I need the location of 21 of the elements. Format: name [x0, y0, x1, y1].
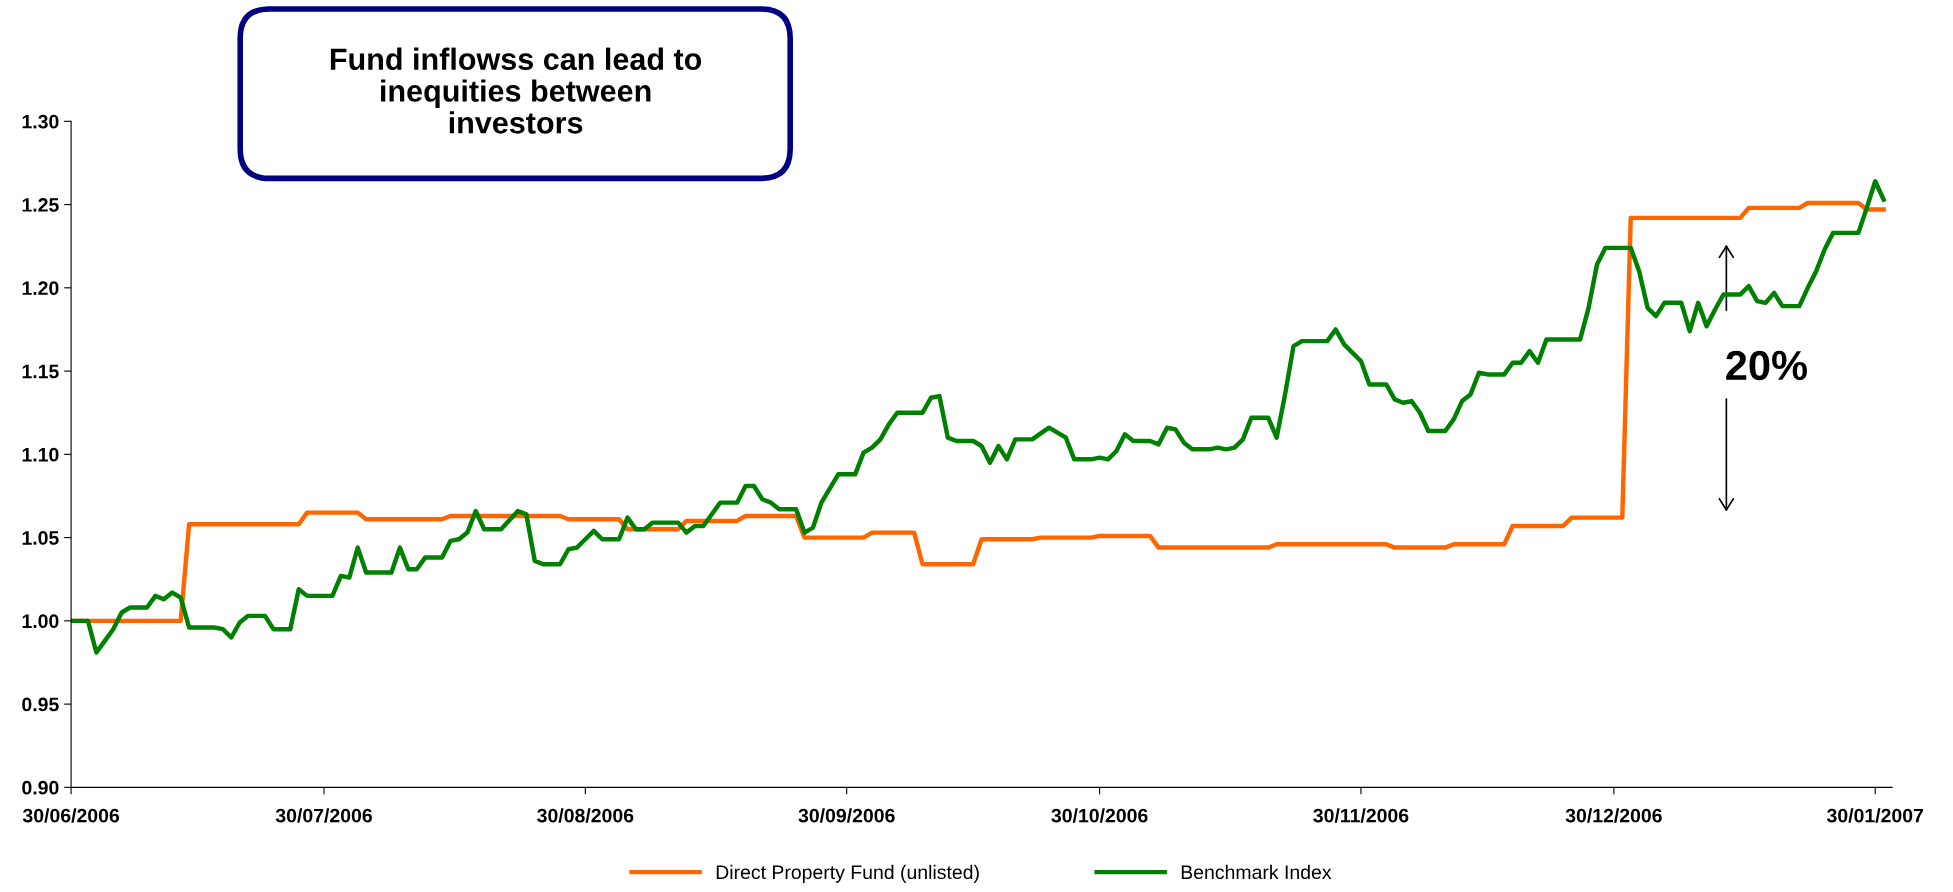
y-tick-label: 0.95	[22, 697, 59, 712]
y-tick-label: 1.15	[22, 364, 59, 379]
y-tick-label: 1.10	[22, 447, 59, 462]
chart-title: Fund inflowss can lead to inequities between investors	[330, 47, 702, 134]
y-tick-label: 1.20	[22, 281, 59, 296]
x-tick-label: 30/12/2006	[1565, 808, 1662, 823]
y-tick-label: 1.00	[22, 614, 59, 629]
x-tick-label: 30/11/2006	[1313, 808, 1409, 823]
legend-label: Direct Property Fund (unlisted)	[716, 864, 979, 883]
x-tick-label: 30/01/2007	[1827, 808, 1924, 823]
legend-label: Benchmark Index	[1181, 864, 1332, 880]
x-tick-label: 30/07/2006	[275, 808, 372, 823]
annotation: 20%	[1726, 350, 1808, 381]
y-tick-label: 0.90	[22, 780, 59, 795]
y-tick-label: 1.30	[22, 114, 59, 129]
x-tick-label: 30/08/2006	[537, 808, 634, 823]
y-tick-label: 1.05	[22, 531, 59, 545]
y-tick-label: 1.25	[22, 198, 59, 212]
x-tick-label: 30/10/2006	[1051, 808, 1148, 823]
x-tick-label: 30/06/2006	[22, 808, 120, 823]
x-tick-label: 30/09/2006	[798, 808, 895, 823]
